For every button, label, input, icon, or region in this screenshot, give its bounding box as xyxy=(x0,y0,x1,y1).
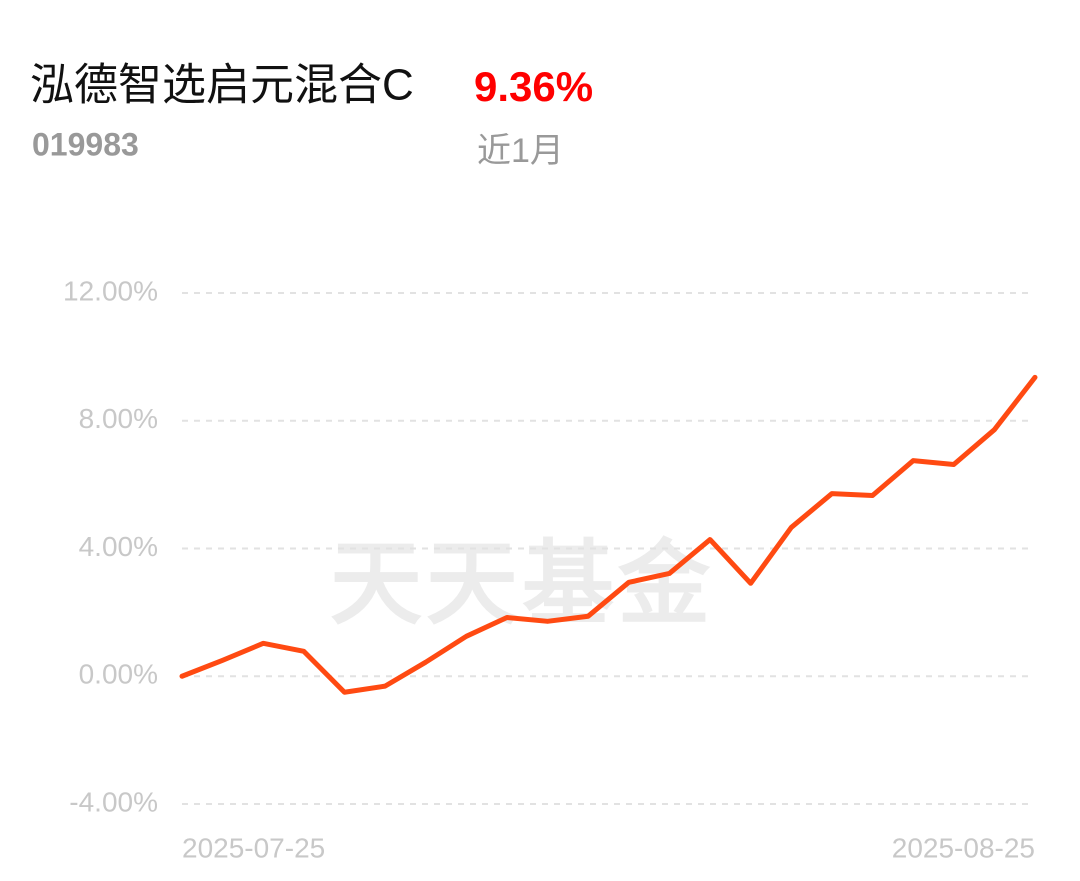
x-tick-label: 2025-07-25 xyxy=(182,832,325,863)
y-tick-label: 4.00% xyxy=(79,531,158,562)
y-tick-label: 12.00% xyxy=(63,275,158,306)
fund-code: 019983 xyxy=(32,126,139,162)
watermark: 天天基金 xyxy=(330,530,714,638)
chart-title: 泓德智选启元混合C xyxy=(30,61,414,110)
x-tick-label: 2025-08-25 xyxy=(892,832,1035,863)
y-tick-label: 8.00% xyxy=(79,403,158,434)
period: 近1月 xyxy=(477,132,564,170)
line xyxy=(179,374,1038,695)
y-tick-label: 0.00% xyxy=(79,659,158,690)
y-tick-label: -4.00% xyxy=(69,786,158,817)
period-return: 9.36% xyxy=(474,63,593,110)
